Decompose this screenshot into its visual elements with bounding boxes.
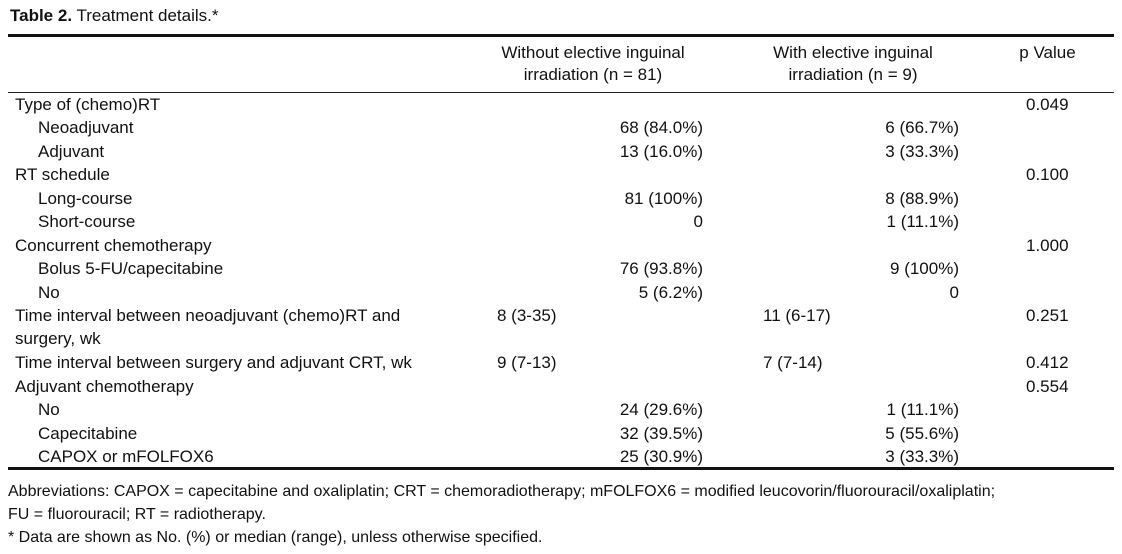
cell-with-elective: 7 (7-14) (763, 353, 823, 372)
row-label: Neoadjuvant (38, 118, 134, 137)
cell-with-elective: 0 (949, 283, 959, 302)
table-caption-label: Table 2. (10, 6, 73, 25)
cell-with-elective: 9 (100%) (890, 259, 959, 278)
header-with-line1: With elective inguinal (773, 43, 933, 62)
cell-without-elective: 9 (7-13) (497, 353, 557, 372)
cell-p-value: 0.412 (1026, 353, 1069, 372)
table-caption-text: Treatment details.* (72, 6, 219, 25)
cell-with-elective: 3 (33.3%) (885, 142, 959, 161)
row-label: Concurrent chemotherapy (15, 236, 212, 255)
cell-without-elective: 68 (84.0%) (619, 118, 703, 137)
table-caption: Table 2. Treatment details.* (10, 4, 219, 28)
row-label: Capecitabine (38, 424, 138, 443)
cell-p-value: 1.000 (1026, 236, 1069, 255)
cell-without-elective: 24 (29.6%) (619, 400, 703, 419)
cell-without-elective: 0 (693, 212, 703, 231)
cell-p-value: 0.251 (1026, 306, 1069, 325)
cell-without-elective: 8 (3-35) (497, 306, 557, 325)
data-note-footnote: * Data are shown as No. (%) or median (r… (8, 529, 543, 546)
row-label: CAPOX or mFOLFOX6 (38, 447, 214, 466)
header-p-value: p Value (1019, 43, 1076, 62)
cell-p-value: 0.049 (1026, 95, 1069, 114)
cell-p-value: 0.554 (1026, 377, 1069, 396)
row-label: Type of (chemo)RT (15, 95, 161, 114)
row-label: Long-course (38, 189, 133, 208)
header-with-line2: irradiation (n = 9) (788, 65, 918, 84)
header-without-line2: irradiation (n = 81) (523, 65, 663, 84)
cell-without-elective: 13 (16.0%) (619, 142, 703, 161)
cell-with-elective: 6 (66.7%) (885, 118, 959, 137)
abbreviations-line2: FU = fluorouracil; RT = radiotherapy. (8, 506, 266, 523)
cell-without-elective: 32 (39.5%) (619, 424, 703, 443)
abbreviations-line1: Abbreviations: CAPOX = capecitabine and … (8, 483, 996, 500)
cell-without-elective: 25 (30.9%) (619, 447, 703, 466)
header-without-elective: Without elective inguinal irradiation (n… (478, 42, 708, 86)
cell-with-elective: 1 (11.1%) (886, 400, 959, 419)
row-label: Short-course (38, 212, 136, 231)
abbreviations-footnote: Abbreviations: CAPOX = capecitabine and … (8, 480, 995, 526)
row-label: No (38, 283, 60, 302)
row-label: Adjuvant (38, 142, 105, 161)
header-with-elective: With elective inguinal irradiation (n = … (738, 42, 968, 86)
cell-with-elective: 3 (33.3%) (885, 447, 959, 466)
cell-p-value: 0.100 (1026, 165, 1069, 184)
cell-with-elective: 8 (88.9%) (885, 189, 959, 208)
top-rule (8, 34, 1114, 37)
row-label-continuation: surgery, wk (15, 329, 101, 348)
row-label: RT schedule (15, 165, 110, 184)
row-label: No (38, 400, 60, 419)
header-rule (8, 92, 1114, 93)
cell-without-elective: 5 (6.2%) (638, 283, 703, 302)
row-label: Bolus 5-FU/capecitabine (38, 259, 224, 278)
row-label: Time interval between neoadjuvant (chemo… (15, 306, 401, 325)
cell-with-elective: 11 (6-17) (763, 306, 831, 325)
cell-without-elective: 76 (93.8%) (619, 259, 703, 278)
row-label: Adjuvant chemotherapy (15, 377, 194, 396)
bottom-rule (8, 467, 1114, 470)
cell-with-elective: 5 (55.6%) (885, 424, 959, 443)
row-label: Time interval between surgery and adjuva… (15, 353, 412, 372)
cell-without-elective: 81 (100%) (624, 189, 703, 208)
header-without-line1: Without elective inguinal (501, 43, 685, 62)
cell-with-elective: 1 (11.1%) (886, 212, 959, 231)
